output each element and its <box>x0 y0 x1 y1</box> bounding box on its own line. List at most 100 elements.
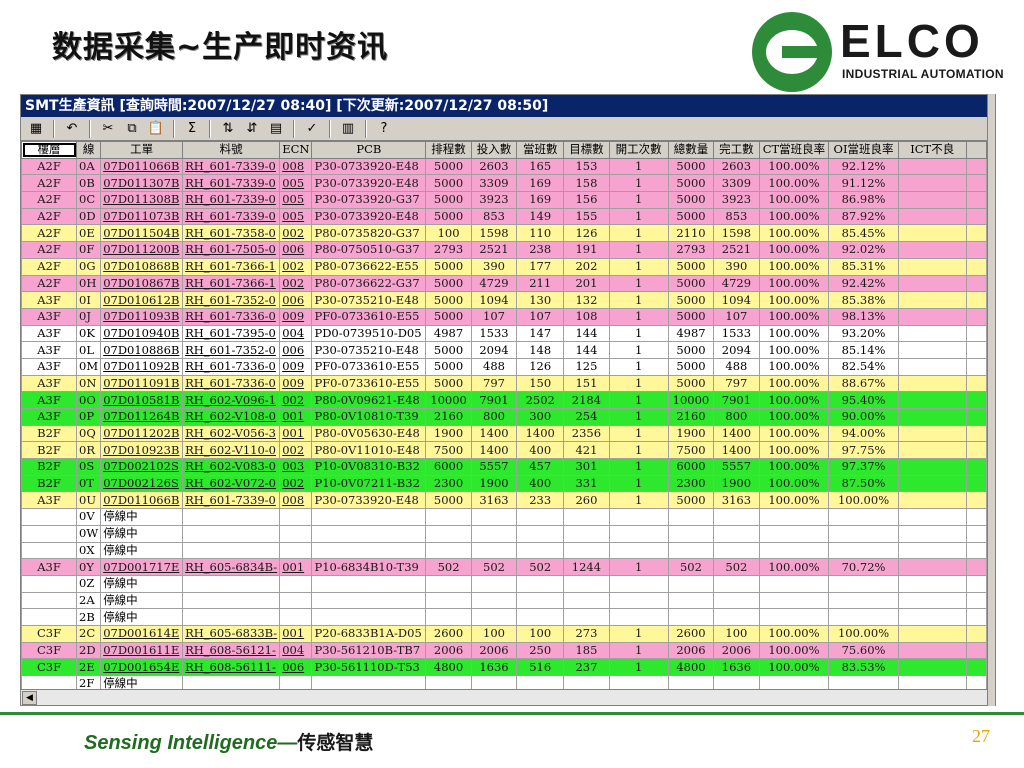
table-cell[interactable]: 07D001717E <box>100 558 184 576</box>
table-cell[interactable]: 5000 <box>667 341 715 359</box>
table-cell[interactable]: 153 <box>563 157 610 176</box>
table-cell[interactable]: 108 <box>563 307 610 326</box>
table-row[interactable]: C3F 2E 07D001654E RH_608-56111- 006 P30-56111… <box>21 658 987 676</box>
table-cell[interactable]: 130 <box>516 291 565 309</box>
table-cell[interactable]: 400 <box>516 441 565 460</box>
table-cell[interactable]: 1 <box>608 174 669 193</box>
table-cell[interactable]: 07D011200B <box>100 241 184 259</box>
table-cell[interactable]: A2F <box>21 274 78 293</box>
table-cell[interactable] <box>279 524 313 543</box>
table-cell[interactable]: 0D <box>76 207 102 226</box>
table-cell[interactable]: 5000 <box>425 191 472 209</box>
table-cell[interactable]: PF0-0733610-E55 <box>311 307 427 326</box>
table-cell[interactable]: 07D001654E <box>100 658 184 676</box>
table-cell[interactable]: 1400 <box>713 441 760 460</box>
table-row[interactable]: 0X 停線中 <box>21 541 987 560</box>
table-cell[interactable]: 1900 <box>667 424 715 443</box>
table-cell[interactable]: P10-0V08310-B32 <box>311 458 427 476</box>
table-cell[interactable]: 100.00% <box>758 357 830 376</box>
table-cell[interactable]: 006 <box>279 658 313 676</box>
table-cell[interactable] <box>828 574 899 593</box>
table-cell[interactable]: 0G <box>76 257 102 276</box>
table-cell[interactable]: 100.00% <box>758 257 830 276</box>
table-cell[interactable]: 0B <box>76 174 102 193</box>
table-cell[interactable]: 110 <box>516 224 565 243</box>
table-cell[interactable]: RH_601-7339-0 <box>182 207 281 226</box>
table-cell[interactable]: 502 <box>470 558 518 576</box>
table-cell[interactable]: 6000 <box>425 458 472 476</box>
cut-icon[interactable]: ✂ <box>102 121 114 136</box>
table-cell[interactable]: 5000 <box>425 307 472 326</box>
copy-icon[interactable]: ⧉ <box>127 121 137 136</box>
table-cell[interactable]: RH_601-7339-0 <box>182 191 281 209</box>
table-cell[interactable]: 147 <box>516 324 565 343</box>
table-cell[interactable] <box>667 524 715 543</box>
table-row[interactable]: A3F 0U 07D011066B RH_601-7339-0 008 P30-07339… <box>21 491 987 510</box>
table-cell[interactable]: 4987 <box>425 324 472 343</box>
table-cell[interactable]: 5000 <box>667 307 715 326</box>
table-cell[interactable]: 7901 <box>713 391 760 409</box>
table-cell[interactable] <box>311 524 427 543</box>
table-cell[interactable] <box>897 458 967 476</box>
table-cell[interactable]: 100.00% <box>758 207 830 226</box>
table-cell[interactable]: 144 <box>563 324 610 343</box>
table-cell[interactable]: 100.00% <box>758 658 830 676</box>
table-cell[interactable]: 2521 <box>470 241 518 259</box>
paste-icon[interactable]: 📋 <box>147 121 165 136</box>
table-cell[interactable]: 100 <box>713 624 760 643</box>
table-row[interactable]: A2F 0F 07D011200B RH_601-7505-0 006 P80-07505… <box>21 241 987 259</box>
table-cell[interactable] <box>516 608 565 626</box>
table-cell[interactable]: 1 <box>608 207 669 226</box>
column-header[interactable]: PCB <box>311 141 427 159</box>
table-cell[interactable]: 83.53% <box>828 658 899 676</box>
table-cell[interactable]: 400 <box>516 474 565 493</box>
column-header[interactable]: 當班數 <box>516 141 565 159</box>
table-cell[interactable]: 2793 <box>425 241 472 259</box>
table-cell[interactable]: 001 <box>279 558 313 576</box>
table-cell[interactable] <box>516 524 565 543</box>
table-row[interactable]: C3F 2D 07D001611E RH_608-56121- 004 P30-56121… <box>21 641 987 660</box>
table-cell[interactable]: A3F <box>21 408 78 426</box>
table-cell[interactable]: 100.00% <box>758 324 830 343</box>
table-cell[interactable] <box>21 675 78 689</box>
table-cell[interactable]: 07D011091B <box>100 374 184 393</box>
table-cell[interactable]: 191 <box>563 241 610 259</box>
table-cell[interactable]: 4729 <box>713 274 760 293</box>
table-cell[interactable]: A2F <box>21 174 78 193</box>
table-cell[interactable]: 1 <box>608 357 669 376</box>
table-cell[interactable]: 87.92% <box>828 207 899 226</box>
table-cell[interactable] <box>608 608 669 626</box>
table-cell[interactable]: A3F <box>21 374 78 393</box>
sum-icon[interactable]: Σ <box>187 121 197 136</box>
table-cell[interactable]: P80-0V09621-E48 <box>311 391 427 409</box>
table-cell[interactable]: 100.00% <box>758 391 830 409</box>
table-cell[interactable]: RH_602-V083-0 <box>182 458 281 476</box>
table-cell[interactable]: 1 <box>608 191 669 209</box>
table-cell[interactable]: RH_602-V056-3 <box>182 424 281 443</box>
table-cell[interactable]: 100.00% <box>758 224 830 243</box>
column-header[interactable]: 總數量 <box>667 141 715 159</box>
table-cell[interactable]: 5557 <box>713 458 760 476</box>
table-cell[interactable]: 07D011092B <box>100 357 184 376</box>
table-cell[interactable]: 156 <box>563 191 610 209</box>
table-cell[interactable]: 97.75% <box>828 441 899 460</box>
table-cell[interactable]: P80-0736622-E55 <box>311 257 427 276</box>
table-cell[interactable]: 75.60% <box>828 641 899 660</box>
table-cell[interactable]: 5000 <box>425 157 472 176</box>
table-cell[interactable] <box>279 675 313 689</box>
table-cell[interactable]: RH_601-7339-0 <box>182 174 281 193</box>
table-cell[interactable] <box>516 591 565 610</box>
table-cell[interactable]: RH_601-7395-0 <box>182 324 281 343</box>
table-cell[interactable]: 390 <box>713 257 760 276</box>
table-cell[interactable]: 300 <box>516 408 565 426</box>
table-cell[interactable]: 5000 <box>667 207 715 226</box>
table-cell[interactable]: 07D002102S <box>100 458 184 476</box>
table-cell[interactable]: 4987 <box>667 324 715 343</box>
scroll-left-icon[interactable]: ◀ <box>22 691 37 705</box>
table-cell[interactable]: 5000 <box>667 357 715 376</box>
table-cell[interactable]: A2F <box>21 207 78 226</box>
table-cell[interactable] <box>516 675 565 689</box>
table-cell[interactable]: 0O <box>76 391 102 409</box>
table-cell[interactable] <box>425 591 472 610</box>
table-cell[interactable] <box>828 608 899 626</box>
